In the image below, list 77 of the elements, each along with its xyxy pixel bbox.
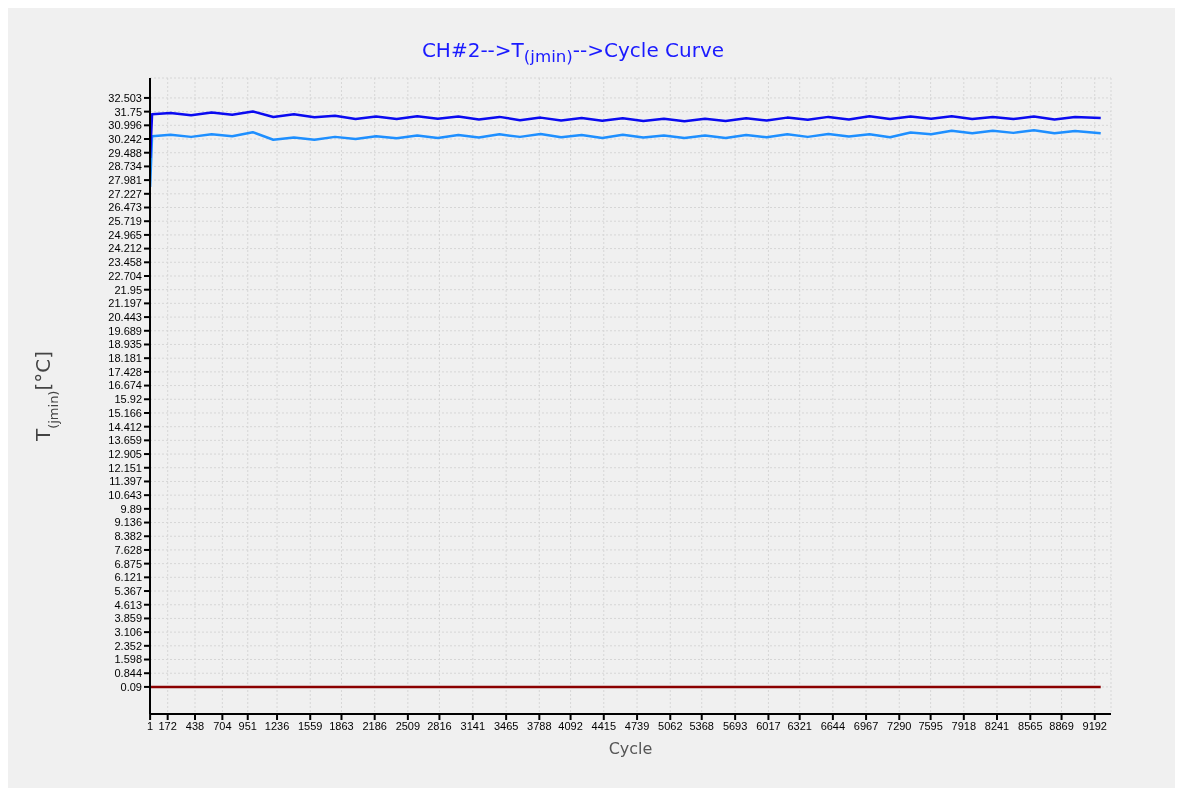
x-axis-title: Cycle [608, 739, 653, 758]
y-tick-label: 31.75 [114, 105, 142, 118]
y-tick-label: 26.473 [108, 201, 142, 214]
y-tick-label: 8.382 [114, 530, 142, 543]
y-tick-label: 20.443 [108, 310, 142, 323]
y-tick-label: 27.227 [108, 187, 142, 200]
x-tick-label: 951 [238, 719, 257, 732]
y-tick-label: 3.859 [114, 612, 142, 625]
x-tick-label: 172 [158, 719, 177, 732]
x-tick-label: 6321 [787, 719, 812, 732]
y-tick-label: 24.212 [108, 242, 142, 255]
y-tick-label: 11.397 [109, 475, 142, 488]
x-tick-label: 9192 [1082, 719, 1107, 732]
y-tick-label: 10.643 [108, 489, 142, 502]
x-tick-label: 1559 [297, 719, 323, 732]
x-tick-label: 8869 [1049, 719, 1074, 732]
y-tick-label: 18.935 [108, 338, 142, 351]
x-tick-label: 1236 [264, 719, 290, 732]
y-tick-label: 7.628 [114, 543, 142, 556]
y-tick-label: 18.181 [108, 352, 142, 365]
x-tick-label: 6644 [820, 719, 846, 732]
y-tick-label: 3.106 [114, 626, 142, 639]
chart-title: CH#2-->T$_{(jmin)}$-->Cycle Curve [420, 38, 726, 66]
x-tick-label: 3465 [493, 719, 519, 732]
y-tick-label: 15.92 [114, 393, 142, 406]
y-tick-label: 14.412 [108, 420, 142, 433]
y-tick-label: 24.965 [108, 228, 142, 241]
y-tick-label: 32.503 [108, 91, 142, 104]
y-tick-label: 12.151 [108, 461, 142, 474]
y-tick-label: 30.242 [108, 132, 142, 145]
y-tick-label: 15.166 [108, 406, 142, 419]
y-tick-label: 16.674 [108, 379, 142, 392]
x-tick-label: 5062 [658, 719, 683, 732]
y-tick-label: 12.905 [108, 447, 142, 460]
y-tick-label: 0.844 [114, 667, 142, 680]
y-tick-label: 2.352 [114, 639, 142, 652]
x-tick-label: 4092 [558, 719, 583, 732]
x-tick-label: 3141 [460, 719, 486, 732]
x-tick-label: 2816 [427, 719, 452, 732]
y-tick-label: 4.613 [114, 598, 142, 611]
x-tick-label: 1 [147, 719, 154, 732]
y-tick-label: 9.136 [114, 516, 142, 529]
x-tick-label: 7918 [951, 719, 977, 732]
y-tick-label: 23.458 [108, 256, 142, 269]
y-tick-label: 13.659 [108, 434, 142, 447]
y-tick-label: 30.996 [108, 119, 142, 132]
x-tick-label: 8565 [1018, 719, 1043, 732]
x-tick-label: 4415 [591, 719, 617, 732]
x-tick-label: 1863 [329, 719, 354, 732]
x-tick-label: 438 [185, 719, 205, 732]
x-tick-label: 2186 [362, 719, 387, 732]
y-tick-label: 1.598 [114, 653, 142, 666]
x-tick-label: 5368 [689, 719, 714, 732]
y-tick-label: 5.367 [114, 584, 142, 597]
y-tick-label: 6.121 [114, 571, 142, 584]
y-tick-label: 29.488 [108, 146, 142, 159]
y-tick-label: 9.89 [120, 502, 142, 515]
x-tick-label: 3788 [527, 719, 552, 732]
y-tick-label: 6.875 [114, 557, 142, 570]
y-tick-label: 22.704 [108, 269, 142, 282]
y-tick-label: 21.197 [108, 297, 142, 310]
x-tick-label: 8241 [984, 719, 1010, 732]
x-tick-label: 2509 [395, 719, 421, 732]
y-tick-label: 25.719 [108, 215, 142, 228]
y-tick-label: 17.428 [108, 365, 142, 378]
x-tick-label: 704 [213, 719, 232, 732]
y-tick-label: 19.689 [108, 324, 142, 337]
x-tick-label: 7290 [887, 719, 912, 732]
x-tick-label: 6017 [756, 719, 781, 732]
y-tick-label: 0.09 [120, 680, 142, 693]
y-tick-label: 28.734 [108, 160, 142, 173]
x-tick-label: 6967 [853, 719, 879, 732]
x-tick-label: 4739 [624, 719, 650, 732]
y-tick-label: 21.95 [114, 283, 142, 296]
y-tick-label: 27.981 [108, 174, 142, 187]
x-tick-label: 5693 [722, 719, 748, 732]
x-tick-label: 7595 [918, 719, 943, 732]
